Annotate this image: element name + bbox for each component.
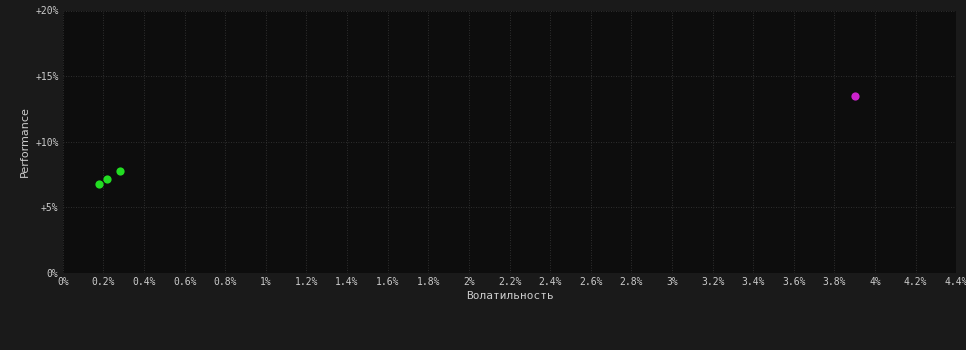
Point — [92, 181, 107, 187]
Point — [99, 176, 115, 181]
Y-axis label: Performance: Performance — [19, 106, 30, 177]
Point — [847, 93, 863, 99]
X-axis label: Волатильность: Волатильность — [466, 291, 554, 301]
Point — [112, 168, 128, 174]
